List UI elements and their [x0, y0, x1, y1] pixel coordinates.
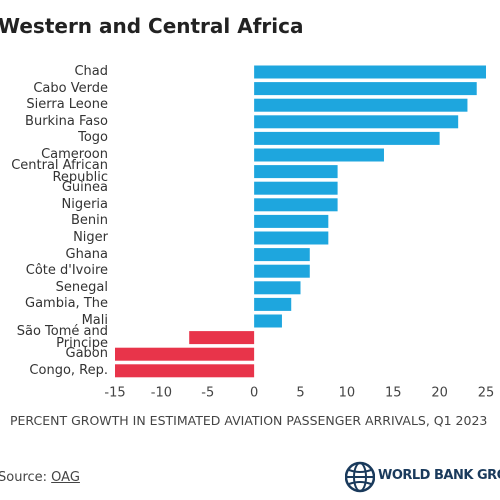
x-tick-label: 5 [296, 386, 304, 401]
y-tick-label: Burkina Faso [25, 113, 108, 129]
bar [254, 297, 292, 311]
y-tick-label: Congo, Rep. [29, 362, 108, 378]
bar [189, 331, 255, 345]
bar [254, 82, 477, 96]
x-tick-label: 15 [385, 386, 402, 401]
bar [254, 181, 338, 195]
bar [254, 198, 338, 212]
source-link[interactable]: OAG [51, 470, 80, 485]
y-tick-label: Mali [81, 313, 108, 328]
y-tick-label: Togo [78, 130, 108, 146]
y-tick-label: Senegal [55, 279, 108, 295]
y-tick-label: Nigeria [61, 196, 108, 212]
y-tick-label: Gabon [65, 346, 109, 362]
bar [254, 165, 338, 179]
logo: WORLD BANK GROUP [345, 460, 500, 494]
x-axis-label: PERCENT GROWTH IN ESTIMATED AVIATION PAS… [10, 413, 488, 428]
y-tick-label: São Tomé and Principe [16, 323, 108, 351]
x-tick-label: 0 [250, 386, 258, 401]
bar [115, 347, 255, 361]
bar [254, 115, 459, 129]
bar [254, 281, 301, 295]
y-tick-label: Benin [70, 213, 108, 229]
y-tick-label: Gambia, The [25, 296, 108, 312]
y-tick-label: Central African Republic [11, 157, 108, 185]
x-tick-label: 10 [339, 386, 356, 401]
bar [254, 214, 329, 228]
chart-title: Western and Central Africa [0, 14, 304, 38]
y-tick-label: Cabo Verde [33, 80, 108, 96]
y-tick-label: Niger [73, 230, 108, 245]
bar [254, 248, 310, 262]
x-tick-label: -10 [151, 386, 172, 401]
x-tick-label: -15 [104, 386, 125, 401]
y-tick-label: Ghana [65, 246, 109, 262]
x-tick-label: -5 [201, 386, 214, 401]
bar [254, 231, 329, 245]
bar [254, 264, 310, 278]
y-tick-label: Chad [74, 64, 108, 79]
bar [115, 364, 255, 378]
y-tick-label: Côte d'Ivoire [25, 263, 108, 279]
source-label: Source: [0, 470, 48, 485]
y-tick-label: Guinea [61, 180, 108, 196]
bar [254, 65, 486, 79]
x-tick-label: 25 [478, 386, 495, 401]
x-tick-label: 20 [431, 386, 448, 401]
chart: -15 -10 -5 0 5 10 15 20 25 [104, 65, 495, 401]
bar [254, 98, 468, 112]
logo-text: WORLD BANK GROUP [378, 468, 500, 483]
y-tick-label: Cameroon [41, 147, 108, 162]
bar [254, 314, 282, 328]
bar [254, 148, 384, 162]
logo-globe [345, 461, 375, 493]
y-tick-label: Sierra Leone [26, 97, 108, 113]
source: Source: OAG [0, 470, 80, 485]
bar [254, 131, 440, 145]
